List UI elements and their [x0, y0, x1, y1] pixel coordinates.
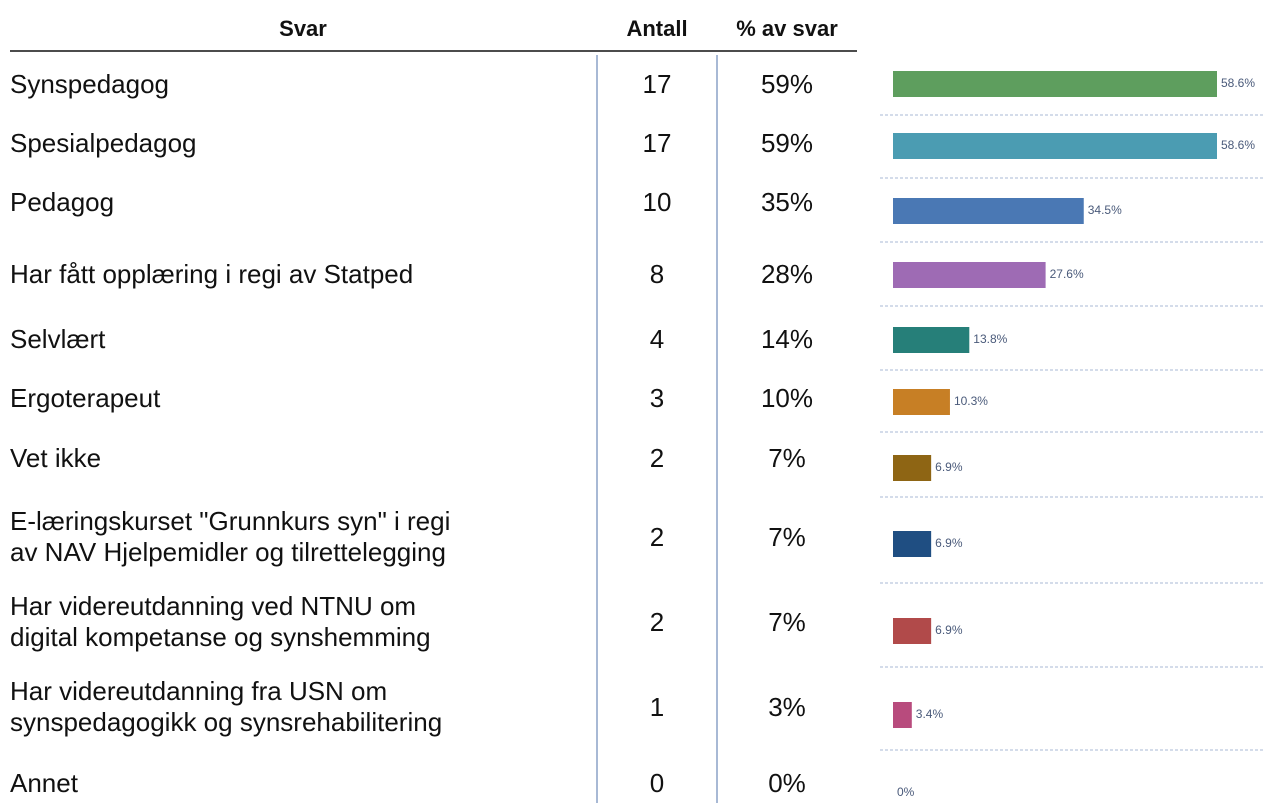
bar-label: 58.6% [1221, 138, 1255, 152]
bar [893, 133, 1217, 159]
row-label: Har fått opplæring i regi av Statped [10, 258, 414, 289]
bar-label: 6.9% [935, 623, 963, 637]
header-cell: % av svar [736, 16, 838, 41]
percent-cell: 7% [768, 521, 806, 552]
count-cell: 0 [649, 767, 665, 798]
bar [893, 531, 932, 557]
header-cell: Antall [626, 16, 688, 41]
row-label: Spesialpedagog [10, 127, 197, 158]
count-cell: 4 [649, 323, 665, 354]
bar-label: 58.6% [1221, 76, 1255, 90]
percent-cell: 59% [760, 68, 814, 99]
bar-label: 10.3% [954, 394, 988, 408]
count-cell: 2 [649, 442, 665, 473]
bar-label: 6.9% [935, 536, 963, 550]
bar-label: 34.5% [1088, 203, 1122, 217]
count-cell: 2 [649, 521, 665, 552]
percent-cell: 0% [768, 767, 806, 798]
row-label: Annet [10, 767, 78, 798]
row-label: Selvlært [10, 323, 106, 354]
header-cell: Svar [279, 16, 327, 41]
bar [893, 455, 932, 481]
bar [893, 702, 912, 728]
count-cell: 17 [642, 127, 672, 158]
bar [893, 327, 970, 353]
percent-cell: 28% [760, 258, 814, 289]
percent-cell: 3% [768, 691, 806, 722]
count-cell: 17 [642, 68, 672, 99]
row-label: Ergoterapeut [10, 382, 161, 413]
row-label: digital kompetanse og synshemming [10, 622, 431, 652]
percent-cell: 35% [760, 186, 814, 217]
bar-label: 27.6% [1050, 267, 1084, 281]
bar-label: 6.9% [935, 460, 963, 474]
row-label: Har videreutdanning fra USN om [10, 676, 388, 706]
bar [893, 389, 950, 415]
row-label: Pedagog [10, 186, 115, 217]
row-label: synspedagogikk og synsrehabilitering [10, 707, 443, 737]
bar-label: 3.4% [916, 707, 944, 721]
row-label: Synspedagog [10, 68, 170, 99]
bar-label: 13.8% [973, 332, 1007, 346]
count-cell: 2 [649, 606, 665, 637]
row-label: E-læringskurset "Grunnkurs syn" i regi [10, 506, 451, 536]
percent-cell: 59% [760, 127, 814, 158]
row-label: av NAV Hjelpemidler og tilrettelegging [10, 537, 446, 567]
percent-cell: 7% [768, 606, 806, 637]
percent-cell: 7% [768, 442, 806, 473]
row-label: Har videreutdanning ved NTNU om [10, 591, 417, 621]
count-cell: 3 [649, 382, 665, 413]
count-cell: 8 [649, 258, 665, 289]
percent-cell: 14% [760, 323, 814, 354]
bar [893, 71, 1217, 97]
count-cell: 1 [649, 691, 665, 722]
percent-cell: 10% [760, 382, 814, 413]
bar [893, 262, 1046, 288]
bar [893, 198, 1084, 224]
bar [893, 618, 932, 644]
bar-label: 0% [897, 785, 915, 799]
row-label: Vet ikke [10, 442, 102, 473]
count-cell: 10 [642, 186, 672, 217]
